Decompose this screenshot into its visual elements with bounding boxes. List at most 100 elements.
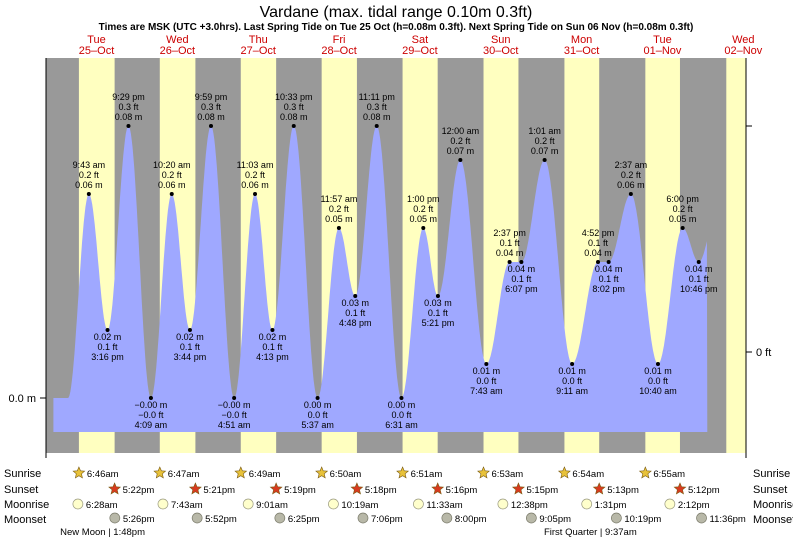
sunrise-icon [72, 466, 86, 479]
moonset-time: 5:52pm [205, 514, 237, 525]
tide-extreme-label: 0.2 ft [673, 204, 694, 214]
tide-extreme-label: 0.1 ft [689, 274, 710, 284]
tide-extreme-label: 0.04 m [595, 264, 623, 274]
tide-extreme-point [86, 192, 91, 196]
moonrise-icon [497, 498, 509, 510]
tide-extreme-label: 0.2 ft [413, 204, 434, 214]
tide-extreme-point [148, 396, 153, 400]
moonrise-time: 1:31pm [595, 500, 627, 511]
tide-extreme-label: 5:21 pm [422, 318, 455, 328]
chart-subtitle: Times are MSK (UTC +3.0hrs). Last Spring… [99, 22, 694, 33]
tide-extreme-label: 9:43 am [73, 160, 106, 170]
sunset-time: 5:22pm [123, 485, 155, 496]
moonrise-time: 9:01am [256, 500, 288, 511]
tide-extreme-label: 0.04 m [496, 248, 524, 258]
tide-area [53, 126, 708, 432]
day-date: 28–Oct [321, 45, 356, 57]
row-label-right: Sunset [753, 484, 787, 496]
moonset-time: 10:19pm [624, 514, 661, 525]
tide-extreme-label: −0.0 ft [138, 410, 164, 420]
moon-phase-note: New Moon | 1:48pm [60, 527, 145, 538]
moonrise-icon [664, 498, 676, 510]
tide-extreme-label: 4:48 pm [339, 318, 372, 328]
tide-extreme-label: 0.07 m [447, 146, 475, 156]
tide-extreme-label: 0.0 ft [391, 410, 412, 420]
tide-extreme-label: 4:09 am [135, 420, 168, 430]
moonset-icon [611, 512, 622, 524]
sunrise-icon [477, 466, 490, 479]
sunrise-icon [153, 466, 167, 479]
moonrise-time: 10:19am [341, 500, 378, 511]
moonrise-time: 2:12pm [678, 500, 710, 511]
tide-extreme-label: 0.05 m [325, 214, 353, 224]
moonset-time: 5:26pm [123, 514, 155, 525]
tide-extreme-point [507, 260, 512, 264]
row-label-right: Moonrise [753, 499, 793, 511]
tide-extreme-label: 8:02 pm [592, 284, 625, 294]
tide-extreme-label: 0.1 ft [262, 342, 283, 352]
tide-extreme-label: 0.06 m [158, 180, 186, 190]
tide-extreme-label: 4:13 pm [256, 352, 289, 362]
day-name: Wed [732, 34, 754, 46]
moonset-time: 11:36pm [710, 514, 746, 525]
row-label-right: Moonset [753, 514, 793, 526]
tide-extreme-label: 1:01 am [528, 126, 561, 136]
tide-extreme-label: 0.06 m [617, 180, 645, 190]
tide-extreme-label: 10:33 pm [275, 92, 313, 102]
tide-extreme-point [606, 260, 611, 264]
tide-extreme-label: 2:37 pm [493, 228, 526, 238]
tide-extreme-label: 0.08 m [363, 112, 391, 122]
sunrise-icon [315, 466, 329, 479]
tide-extreme-label: 0.2 ft [621, 170, 642, 180]
tide-extreme-point [353, 294, 358, 298]
sunrise-time: 6:51am [411, 469, 443, 480]
sunset-icon [108, 482, 122, 495]
tide-extreme-label: 0.03 m [341, 298, 369, 308]
tide-extreme-point [596, 260, 601, 264]
tide-extreme-label: 0.02 m [259, 332, 287, 342]
tide-extreme-label: 0.3 ft [284, 102, 305, 112]
tide-extreme-point [680, 226, 685, 230]
tide-extreme-label: 0.2 ft [162, 170, 183, 180]
sunrise-time: 6:47am [168, 469, 200, 480]
sunrise-icon [638, 466, 652, 479]
tide-extreme-point [208, 124, 213, 128]
chart-bottom-strip [46, 453, 746, 458]
sunset-time: 5:13pm [607, 485, 639, 496]
sunrise-icon [557, 466, 571, 479]
sunset-time: 5:18pm [365, 485, 397, 496]
tide-extreme-label: 0.2 ft [329, 204, 350, 214]
tide-extreme-label: 6:00 pm [666, 194, 699, 204]
tide-extreme-label: 11:11 pm [359, 92, 395, 102]
tide-extreme-point [187, 328, 192, 332]
tide-extreme-point [484, 362, 489, 366]
day-date: 27–Oct [240, 45, 275, 57]
tide-extreme-label: 2:37 am [615, 160, 648, 170]
daylight-band [726, 58, 746, 458]
row-label-left: Sunrise [4, 468, 41, 480]
tide-extreme-label: 3:16 pm [91, 352, 124, 362]
moonset-time: 8:00pm [455, 514, 487, 525]
tide-extreme-label: 10:40 am [639, 386, 677, 396]
tide-extreme-point [336, 226, 341, 230]
tide-extreme-label: 9:59 pm [195, 92, 228, 102]
tide-extreme-label: 0.1 ft [511, 274, 532, 284]
sunrise-time: 6:50am [330, 469, 362, 480]
tide-extreme-label: 0.08 m [197, 112, 225, 122]
sunrise-time: 6:55am [653, 469, 685, 480]
day-name: Tue [653, 34, 672, 46]
tide-extreme-label: 0.1 ft [500, 238, 521, 248]
tide-extreme-label: 0.07 m [531, 146, 559, 156]
tide-extreme-label: 0.06 m [241, 180, 269, 190]
day-date: 29–Oct [402, 45, 437, 57]
day-date: 25–Oct [79, 45, 114, 57]
tide-extreme-label: 0.02 m [176, 332, 204, 342]
left-axis-label: 0.0 m [8, 393, 36, 405]
tide-extreme-point [270, 328, 275, 332]
tide-extreme-label: 0.03 m [424, 298, 452, 308]
tide-extreme-label: 0.1 ft [345, 308, 366, 318]
tide-extreme-label: 0.2 ft [450, 136, 471, 146]
tide-extreme-point [169, 192, 174, 196]
day-name: Wed [166, 34, 188, 46]
